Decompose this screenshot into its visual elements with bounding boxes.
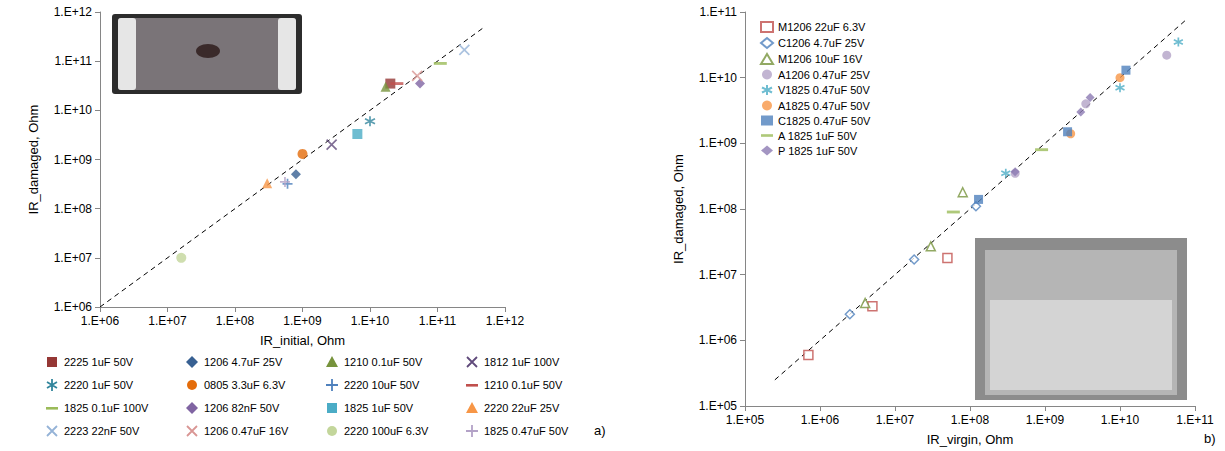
svg-text:1.E+05: 1.E+05 <box>699 399 738 413</box>
html-text:1210 0.1uF 50V: 1210 0.1uF 50V <box>484 378 563 391</box>
svg-text:1.E+10: 1.E+10 <box>699 71 738 85</box>
svg-text:1.E+08: 1.E+08 <box>951 413 990 427</box>
svg-text:1.E+08: 1.E+08 <box>699 202 738 216</box>
svg-text:M1206 10uF 16V: M1206 10uF 16V <box>778 53 863 65</box>
html-text:1210 0.1uF 50V: 1210 0.1uF 50V <box>344 355 423 368</box>
svg-text:1.E+09: 1.E+09 <box>54 153 93 167</box>
svg-text:M1206 22uF 6.3V: M1206 22uF 6.3V <box>778 21 866 33</box>
svg-text:A1206 0.47uF 25V: A1206 0.47uF 25V <box>778 69 870 81</box>
html-text:2220 1uF 50V: 2220 1uF 50V <box>64 378 134 391</box>
svg-text:1.E+12: 1.E+12 <box>54 5 93 19</box>
svg-text:1.E+10: 1.E+10 <box>1101 413 1140 427</box>
svg-text:IR_damaged, Ohm: IR_damaged, Ohm <box>26 105 41 215</box>
html-text:1812 1uF 100V: 1812 1uF 100V <box>484 355 560 368</box>
svg-text:1.E+11: 1.E+11 <box>700 5 738 19</box>
html-text:1825 0.47uF 50V: 1825 0.47uF 50V <box>484 424 569 437</box>
svg-text:1.E+10: 1.E+10 <box>54 103 93 117</box>
svg-text:a): a) <box>594 423 606 438</box>
svg-text:1.E+08: 1.E+08 <box>54 202 93 216</box>
svg-text:1.E+11: 1.E+11 <box>419 314 457 328</box>
svg-text:b): b) <box>1204 431 1216 446</box>
svg-text:1.E+09: 1.E+09 <box>283 314 322 328</box>
svg-text:1.E+09: 1.E+09 <box>1026 413 1065 427</box>
svg-text:IR_damaged, Ohm: IR_damaged, Ohm <box>671 154 686 264</box>
svg-text:P 1825 1uF 50V: P 1825 1uF 50V <box>778 145 858 157</box>
svg-text:C1206 4.7uF 25V: C1206 4.7uF 25V <box>778 37 865 49</box>
html-text:2220 10uF 50V: 2220 10uF 50V <box>344 378 420 391</box>
svg-text:A1825 0.47uF 50V: A1825 0.47uF 50V <box>778 100 870 112</box>
html-text:1206 0.47uF 16V: 1206 0.47uF 16V <box>204 424 289 437</box>
svg-text:1.E+07: 1.E+07 <box>699 268 738 282</box>
svg-text:1.E+05: 1.E+05 <box>726 413 765 427</box>
svg-text:1.E+11: 1.E+11 <box>55 54 93 68</box>
html-text:1825 1uF 50V: 1825 1uF 50V <box>344 401 414 414</box>
svg-text:1.E+12: 1.E+12 <box>486 314 525 328</box>
svg-text:1.E+07: 1.E+07 <box>54 251 93 265</box>
svg-text:1.E+06: 1.E+06 <box>54 300 93 314</box>
html-text:1206 82nF 50V: 1206 82nF 50V <box>204 401 280 414</box>
svg-text:1.E+11: 1.E+11 <box>1176 413 1214 427</box>
svg-text:1.E+08: 1.E+08 <box>216 314 255 328</box>
svg-text:1.E+06: 1.E+06 <box>801 413 840 427</box>
svg-text:1.E+07: 1.E+07 <box>148 314 187 328</box>
svg-text:IR_initial, Ohm: IR_initial, Ohm <box>260 333 345 348</box>
html-text:2220 100uF 6.3V: 2220 100uF 6.3V <box>344 424 429 437</box>
svg-text:C1825 0.47uF 50V: C1825 0.47uF 50V <box>778 115 871 127</box>
svg-text:1.E+06: 1.E+06 <box>699 333 738 347</box>
svg-text:A 1825 1uF 50V: A 1825 1uF 50V <box>778 130 858 142</box>
svg-text:IR_virgin, Ohm: IR_virgin, Ohm <box>927 432 1014 447</box>
svg-text:1.E+07: 1.E+07 <box>876 413 915 427</box>
html-text:2223 22nF 50V: 2223 22nF 50V <box>64 424 140 437</box>
html-text:0805 3.3uF 6.3V: 0805 3.3uF 6.3V <box>204 378 286 391</box>
html-text:1206 4.7uF 25V: 1206 4.7uF 25V <box>204 355 283 368</box>
html-text:1825 0.1uF 100V: 1825 0.1uF 100V <box>64 401 149 414</box>
svg-text:V1825 0.47uF 50V: V1825 0.47uF 50V <box>778 84 870 96</box>
html-text:2220 22uF 25V: 2220 22uF 25V <box>484 401 560 414</box>
svg-text:1.E+09: 1.E+09 <box>699 136 738 150</box>
svg-text:1.E+06: 1.E+06 <box>81 314 120 328</box>
svg-text:1.E+10: 1.E+10 <box>351 314 390 328</box>
html-text:2225 1uF 50V: 2225 1uF 50V <box>64 355 134 368</box>
